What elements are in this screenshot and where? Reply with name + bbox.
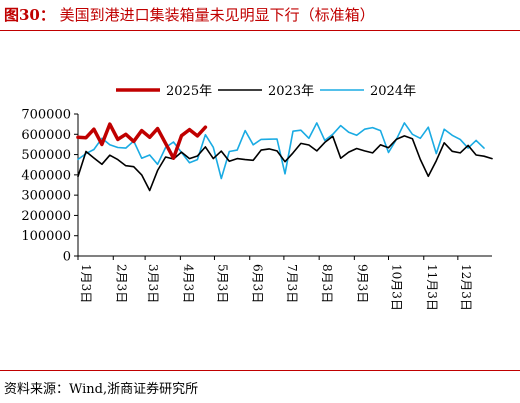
series-line-2024年 xyxy=(77,122,485,180)
x-tick-label: 1月3日 xyxy=(79,264,93,303)
y-tick-label: 200000 xyxy=(21,209,71,224)
y-tick-label: 500000 xyxy=(21,148,71,163)
plot-lines xyxy=(76,122,493,192)
y-tick-label: 700000 xyxy=(21,108,71,123)
x-tick-label: 8月3日 xyxy=(320,264,334,303)
series-line-2023年 xyxy=(77,135,493,192)
bottom-rule xyxy=(0,370,520,371)
x-tick-label: 7月3日 xyxy=(285,264,299,303)
legend-label: 2023年 xyxy=(268,84,314,99)
x-tick-label: 11月3日 xyxy=(425,264,439,311)
x-tick-label: 9月3日 xyxy=(355,264,369,303)
legend-label: 2024年 xyxy=(370,84,416,99)
top-rule xyxy=(0,30,520,31)
x-tick-label: 3月3日 xyxy=(146,264,160,303)
series-line-2025年 xyxy=(76,122,208,160)
x-tick-label: 6月3日 xyxy=(251,264,265,303)
y-tick-label: 300000 xyxy=(21,189,71,204)
legend: 2025年 2023年 2024年 xyxy=(116,84,416,99)
y-axis: 0 100000 200000 300000 400000 500000 600000 700… xyxy=(21,108,79,265)
x-axis: 1月3日 2月3日 3月3日 4月3日 5月3日 6月3日 7月3日 8月3日 9月3日 10月3… xyxy=(77,255,492,311)
y-tick-label: 400000 xyxy=(21,168,71,183)
y-tick-label: 100000 xyxy=(21,229,71,244)
figure-title-text: 美国到港进口集装箱量未见明显下行（标准箱） xyxy=(59,6,375,24)
legend-label: 2025年 xyxy=(166,84,212,99)
x-tick-label: 5月3日 xyxy=(215,264,229,303)
x-tick-label: 10月3日 xyxy=(390,264,404,311)
y-tick-label: 600000 xyxy=(21,128,71,143)
chart: 2025年 2023年 2024年 0 100000 200000 300000 40000… xyxy=(21,84,493,311)
x-tick-label: 12月3日 xyxy=(459,264,473,311)
x-tick-label: 2月3日 xyxy=(114,264,128,303)
x-tick-label: 4月3日 xyxy=(181,264,195,303)
y-tick-label: 0 xyxy=(63,250,71,265)
source-note: 资料来源：Wind,浙商证券研究所 xyxy=(4,382,199,397)
figure-label: 图30： xyxy=(4,6,55,24)
figure-title: 图30： 美国到港进口集装箱量未见明显下行（标准箱） xyxy=(4,4,516,28)
